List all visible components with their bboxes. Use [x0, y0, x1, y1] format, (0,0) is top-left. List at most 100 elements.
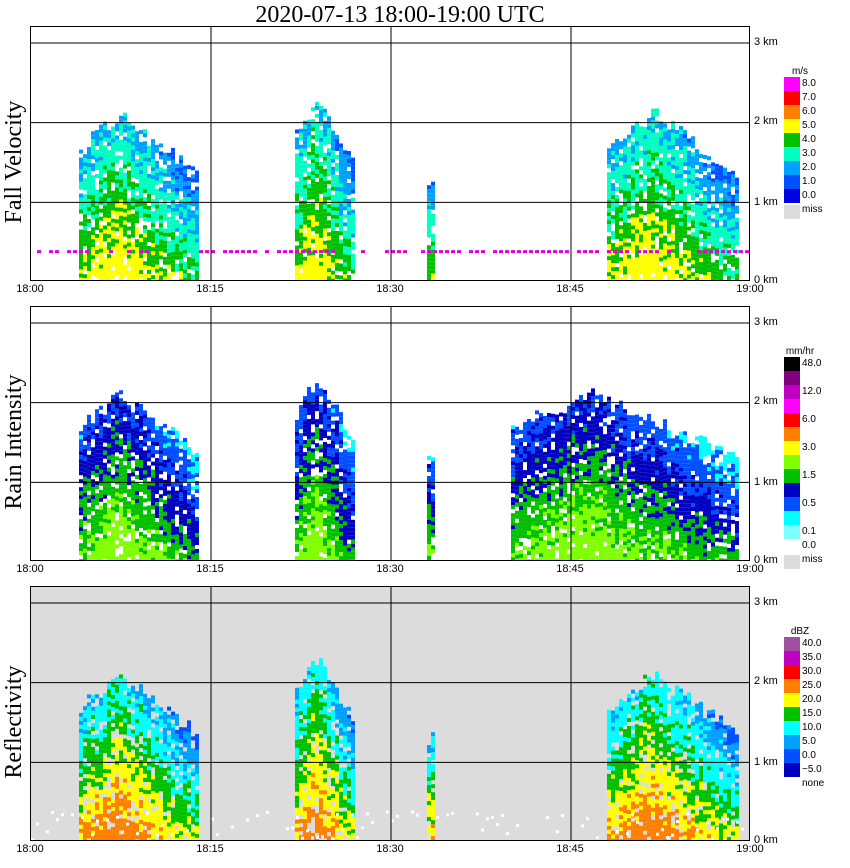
- echo-cell: [315, 209, 319, 214]
- echo-cell: [195, 250, 199, 255]
- echo-cell: [675, 274, 679, 279]
- echo-cell: [323, 481, 327, 486]
- echo-cell: [347, 559, 351, 560]
- miss-cell: [295, 250, 299, 254]
- echo-cell: [715, 243, 719, 248]
- xtick-1845: 18:45: [556, 283, 584, 295]
- echo-cell: [299, 441, 303, 446]
- echo-cell: [679, 209, 683, 214]
- echo-cell: [295, 435, 299, 440]
- echo-cell: [663, 175, 667, 180]
- echo-cell: [135, 498, 139, 503]
- echo-cell: [303, 540, 307, 545]
- echo-cell: [591, 484, 595, 489]
- echo-cell: [703, 238, 707, 243]
- echo-cell: [139, 166, 143, 171]
- echo-cell: [639, 130, 643, 135]
- echo-cell: [299, 481, 303, 486]
- echo-cell: [99, 156, 103, 161]
- echo-cell: [647, 142, 651, 147]
- echo-cell: [115, 191, 119, 196]
- echo-cell: [115, 267, 119, 272]
- echo-cell: [191, 558, 195, 560]
- echo-cell: [87, 259, 91, 264]
- echo-cell: [559, 476, 563, 481]
- echo-cell: [151, 481, 155, 486]
- echo-cell: [519, 517, 523, 522]
- echo-cell: [139, 234, 143, 239]
- echo-cell: [111, 226, 115, 231]
- echo-cell: [331, 270, 335, 275]
- echo-cell: [295, 419, 299, 424]
- echo-cell: [567, 461, 571, 466]
- echo-cell: [579, 406, 583, 411]
- echo-cell: [299, 244, 303, 249]
- echo-cell: [171, 499, 175, 504]
- echo-cell: [307, 422, 311, 427]
- echo-cell: [139, 194, 143, 199]
- echo-cell: [191, 514, 195, 519]
- echo-cell: [575, 503, 579, 508]
- echo-cell: [119, 235, 123, 240]
- echo-cell: [155, 550, 159, 555]
- echo-cell: [163, 535, 167, 540]
- echo-cell: [731, 178, 735, 183]
- echo-cell: [195, 174, 199, 179]
- echo-cell: [327, 224, 331, 229]
- echo-cell: [343, 202, 347, 207]
- echo-cell: [543, 551, 547, 556]
- echo-cell: [631, 193, 635, 198]
- echo-cell: [107, 431, 111, 436]
- echo-cell: [163, 527, 167, 532]
- echo-cell: [351, 531, 355, 536]
- echo-cell: [95, 205, 99, 210]
- echo-cell: [659, 213, 663, 218]
- echo-cell: [335, 218, 339, 223]
- miss-cell: [655, 250, 659, 254]
- echo-cell: [303, 164, 307, 169]
- echo-cell: [591, 416, 595, 421]
- echo-cell: [695, 157, 699, 162]
- echo-cell: [107, 234, 111, 239]
- legend-label: 2.0: [802, 162, 816, 173]
- echo-cell: [127, 481, 131, 486]
- echo-cell: [343, 254, 347, 259]
- echo-cell: [351, 217, 355, 222]
- echo-cell: [727, 211, 731, 216]
- echo-cell: [191, 458, 195, 463]
- echo-cell: [139, 487, 143, 492]
- echo-cell: [135, 466, 139, 471]
- echo-cell: [143, 546, 147, 551]
- echo-cell: [123, 244, 127, 249]
- echo-cell: [107, 130, 111, 135]
- echo-cell: [127, 122, 131, 127]
- echo-cell: [723, 211, 727, 216]
- echo-cell: [179, 524, 183, 529]
- echo-cell: [323, 208, 327, 213]
- echo-cell: [635, 137, 639, 142]
- echo-cell: [611, 199, 615, 204]
- echo-cell: [155, 426, 159, 431]
- echo-cell: [115, 155, 119, 160]
- echo-cell: [691, 136, 695, 141]
- echo-cell: [139, 258, 143, 263]
- echo-cell: [323, 389, 327, 394]
- echo-cell: [311, 396, 315, 401]
- echo-cell: [555, 478, 559, 483]
- echo-cell: [543, 427, 547, 432]
- echo-cell: [187, 193, 191, 198]
- echo-cell: [611, 155, 615, 160]
- echo-cell: [171, 487, 175, 492]
- echo-cell: [179, 456, 183, 461]
- miss-cell: [247, 250, 251, 254]
- echo-cell: [163, 196, 167, 201]
- echo-cell: [131, 277, 135, 280]
- echo-cell: [87, 422, 91, 427]
- echo-cell: [323, 401, 327, 406]
- echo-cell: [315, 213, 319, 218]
- echo-cell: [179, 267, 183, 272]
- echo-cell: [167, 276, 171, 280]
- echo-cell: [703, 274, 707, 279]
- echo-cell: [323, 533, 327, 538]
- echo-cell: [603, 522, 607, 527]
